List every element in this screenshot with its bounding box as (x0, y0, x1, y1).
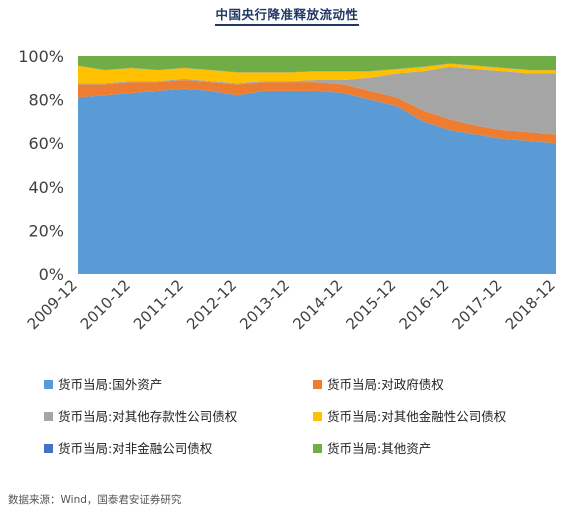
area-series-3 (78, 66, 556, 135)
x-tick-label: 2018-12 (502, 276, 559, 333)
x-tick-label: 2011-12 (130, 276, 187, 333)
chart-title: 中国央行降准释放流动性 (215, 7, 359, 22)
x-tick-label: 2015-12 (342, 276, 399, 333)
x-tick-label: 2009-12 (24, 276, 81, 333)
y-axis: 0% 20% 40% 60% 80% 100% (18, 47, 64, 284)
legend-label: 货币当局:对非金融公司债权 (58, 441, 213, 456)
y-tick-label: 80% (28, 91, 64, 110)
stacked-area-chart: 0% 20% 40% 60% 80% 100% 2009-122010-122011-12… (18, 47, 559, 333)
y-tick-label: 20% (28, 221, 64, 240)
x-tick-label: 2014-12 (289, 276, 346, 333)
y-tick-label: 0% (39, 265, 64, 284)
legend-swatch (44, 412, 53, 421)
chart-title-block: 中国央行降准释放流动性 (0, 0, 574, 32)
legend-item: 货币当局:对政府债权 (313, 374, 444, 393)
x-axis: 2009-122010-122011-122012-122013-122014-… (24, 276, 559, 333)
legend-item: 货币当局:对其他金融性公司债权 (313, 406, 506, 425)
legend-swatch (44, 444, 53, 453)
x-tick-label: 2010-12 (77, 276, 134, 333)
legend-item: 货币当局:对非金融公司债权 (44, 438, 212, 457)
source-note: 数据来源：Wind，国泰君安证券研究 (8, 494, 182, 506)
x-tick-label: 2012-12 (183, 276, 240, 333)
y-tick-label: 60% (28, 134, 64, 153)
y-tick-label: 100% (18, 47, 64, 66)
area-series-4 (78, 63, 556, 84)
legend-label: 货币当局:国外资产 (58, 377, 163, 392)
y-tick-label: 40% (28, 178, 64, 197)
legend-label: 货币当局:对其他金融性公司债权 (327, 409, 507, 424)
area-series-6 (78, 56, 556, 73)
legend-swatch (313, 380, 322, 389)
legend-label: 货币当局:其他资产 (327, 441, 432, 456)
x-tick-label: 2017-12 (449, 276, 506, 333)
area-series-1 (78, 88, 556, 274)
legend-item: 货币当局:其他资产 (313, 438, 431, 457)
title-underline (215, 24, 359, 26)
legend-swatch (313, 444, 322, 453)
x-tick-label: 2013-12 (236, 276, 293, 333)
legend-swatch (44, 380, 53, 389)
x-tick-label: 2016-12 (396, 276, 453, 333)
legend-swatch (313, 412, 322, 421)
area-series-2 (78, 79, 556, 144)
areas-layer (78, 56, 556, 274)
legend-label: 货币当局:对其他存款性公司债权 (58, 409, 238, 424)
legend-item: 货币当局:对其他存款性公司债权 (44, 406, 237, 425)
legend-item: 货币当局:国外资产 (44, 374, 162, 393)
legend-label: 货币当局:对政府债权 (327, 377, 444, 392)
